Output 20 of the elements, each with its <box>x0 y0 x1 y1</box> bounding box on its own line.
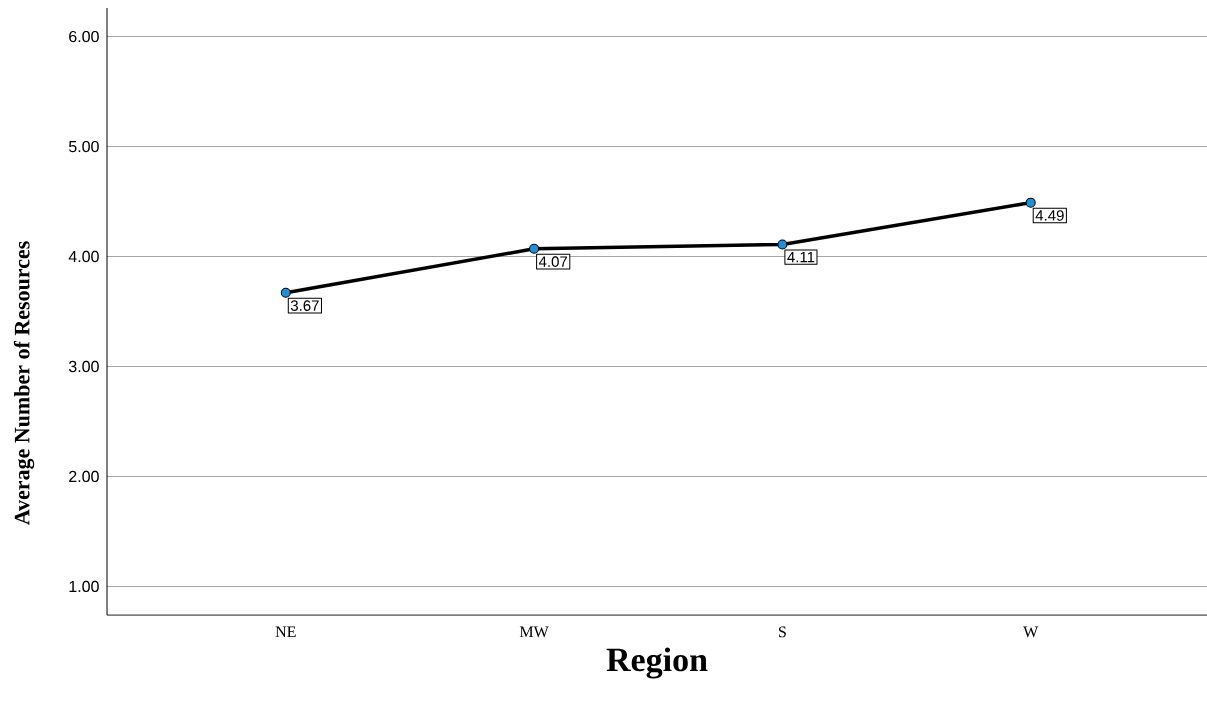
y-tick-label: 4.00 <box>68 250 99 263</box>
point <box>777 239 788 250</box>
x-tick-label: NE <box>275 626 296 638</box>
y-tick-label: 5.00 <box>68 140 99 153</box>
x-tick-label: S <box>779 626 786 638</box>
data-label: 4.11 <box>787 251 815 263</box>
data-label: 4.49 <box>1035 210 1064 221</box>
y-tick-label: 3.00 <box>68 360 99 373</box>
data-label: 4.07 <box>538 256 568 267</box>
point <box>1025 197 1036 208</box>
data-label: 3.67 <box>290 300 319 311</box>
x-tick-label: W <box>1023 626 1039 638</box>
point <box>529 243 540 254</box>
y-tick-label: 1.00 <box>69 580 99 593</box>
point <box>280 287 291 298</box>
x-axis-title: Region <box>606 647 708 679</box>
x-tick-label: MW <box>519 626 549 638</box>
y-axis-title: Average Number of Resources <box>13 241 35 526</box>
y-tick-label: 2.00 <box>69 470 99 483</box>
y-tick-label: 6.00 <box>69 30 99 43</box>
